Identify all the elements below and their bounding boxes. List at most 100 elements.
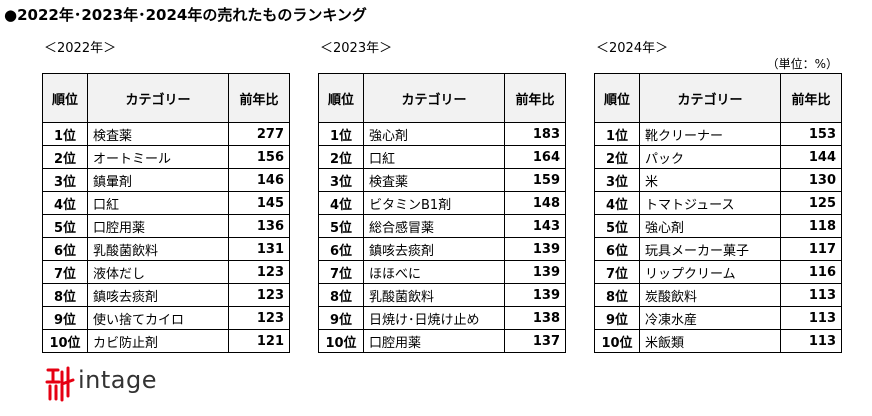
category: 液体だし [87,260,229,284]
rank: 5位 [594,214,640,238]
rank: 8位 [594,283,640,307]
category: 検査薬 [87,122,229,146]
ratio: 159 [504,168,566,192]
rank: 9位 [594,306,640,330]
row: 2位 口紅 164 [318,145,566,169]
row: 9位 使い捨てカイロ 123 [42,306,290,330]
category: 靴クリーナー [639,122,781,146]
header-row: 順位 カテゴリー 前年比 [42,73,290,123]
row: 4位 口紅 145 [42,191,290,215]
ratio: 137 [504,329,566,353]
category: 乳酸菌飲料 [87,237,229,261]
ratio: 144 [780,145,842,169]
table-caption: ＜2024年＞ [596,41,669,56]
row: 9位 日焼け･日焼け止め 138 [318,306,566,330]
rank: 5位 [42,214,88,238]
category: 使い捨てカイロ [87,306,229,330]
ranking-table: 順位 カテゴリー 前年比 1位 靴クリーナー 153 2位 パック 144 3位米 130 4位 トマト… [594,73,842,353]
ratio: 143 [504,214,566,238]
ratio: 164 [504,145,566,169]
category: トマトジュース [639,191,781,215]
row: 7位 液体だし 123 [42,260,290,284]
row: 3位 鎮暈剤 146 [42,168,290,192]
category: 米 [639,168,781,192]
category: パック [639,145,781,169]
ratio: 153 [780,122,842,146]
row: 2位 パック 144 [594,145,842,169]
ranking-table: 順位 カテゴリー 前年比 1位 強心剤 183 2位 口紅 164 3位 検査薬 159 4位 ビタミンB… [318,73,566,353]
logo-text: intage [78,366,157,394]
table-caption: ＜2023年＞ [320,41,393,56]
ratio: 277 [228,122,290,146]
category: 玩具メーカー菓子 [639,237,781,261]
rank: 9位 [318,306,364,330]
rank: 3位 [594,168,640,192]
row: 6位 玩具メーカー菓子 117 [594,237,842,261]
category: 鎮咳去痰剤 [363,237,505,261]
row: 3位米 130 [594,168,842,192]
category: 強心剤 [639,214,781,238]
ratio: 139 [504,237,566,261]
table-caption: ＜2022年＞ [44,41,117,56]
unit-label: （単位：%） [766,57,838,71]
row: 8位 炭酸飲料 113 [594,283,842,307]
category: 強心剤 [363,122,505,146]
category: リップクリーム [639,260,781,284]
rank: 4位 [42,191,88,215]
row: 8位 乳酸菌飲料 139 [318,283,566,307]
category: ほほべに [363,260,505,284]
ratio: 131 [228,237,290,261]
rank: 10位 [42,329,88,353]
ratio: 123 [228,306,290,330]
header-cell: カテゴリー [363,73,505,123]
header-cell: 前年比 [504,73,566,123]
rank: 3位 [318,168,364,192]
row: 1位 靴クリーナー 153 [594,122,842,146]
ratio: 117 [780,237,842,261]
ratio: 113 [780,283,842,307]
rank: 8位 [318,283,364,307]
rank: 9位 [42,306,88,330]
header-row: 順位 カテゴリー 前年比 [318,73,566,123]
rank: 6位 [594,237,640,261]
rank: 4位 [318,191,364,215]
ratio: 113 [780,329,842,353]
rank: 6位 [318,237,364,261]
title: ●2022年･2023年･2024年の売れたものランキング [4,6,367,24]
ranking-table: 順位 カテゴリー 前年比 1位 検査薬 277 2位 オートミール 156 3位 鎮暈剤 146 4位口… [42,73,290,353]
ratio: 118 [780,214,842,238]
rank: 5位 [318,214,364,238]
row: 5位 強心剤 118 [594,214,842,238]
category: カビ防止剤 [87,329,229,353]
rank: 2位 [594,145,640,169]
rank: 1位 [594,122,640,146]
category: 口腔用薬 [87,214,229,238]
ratio: 130 [780,168,842,192]
category: 口腔用薬 [363,329,505,353]
rank: 1位 [42,122,88,146]
rank: 3位 [42,168,88,192]
rank: 7位 [42,260,88,284]
rank: 7位 [594,260,640,284]
ratio: 145 [228,191,290,215]
rank: 1位 [318,122,364,146]
header-cell: 前年比 [780,73,842,123]
header-cell: 順位 [318,73,364,123]
row: 3位 検査薬 159 [318,168,566,192]
category: ビタミンB1剤 [363,191,505,215]
ratio: 113 [780,306,842,330]
row: 4位 トマトジュース 125 [594,191,842,215]
row: 2位 オートミール 156 [42,145,290,169]
row: 4位 ビタミンB1剤 148 [318,191,566,215]
category: 総合感冒薬 [363,214,505,238]
row: 5位 総合感冒薬 143 [318,214,566,238]
ratio: 139 [504,283,566,307]
rank: 6位 [42,237,88,261]
ratio: 116 [780,260,842,284]
logo-icon [45,366,75,402]
ratio: 125 [780,191,842,215]
ratio: 156 [228,145,290,169]
rank: 2位 [42,145,88,169]
ratio: 121 [228,329,290,353]
